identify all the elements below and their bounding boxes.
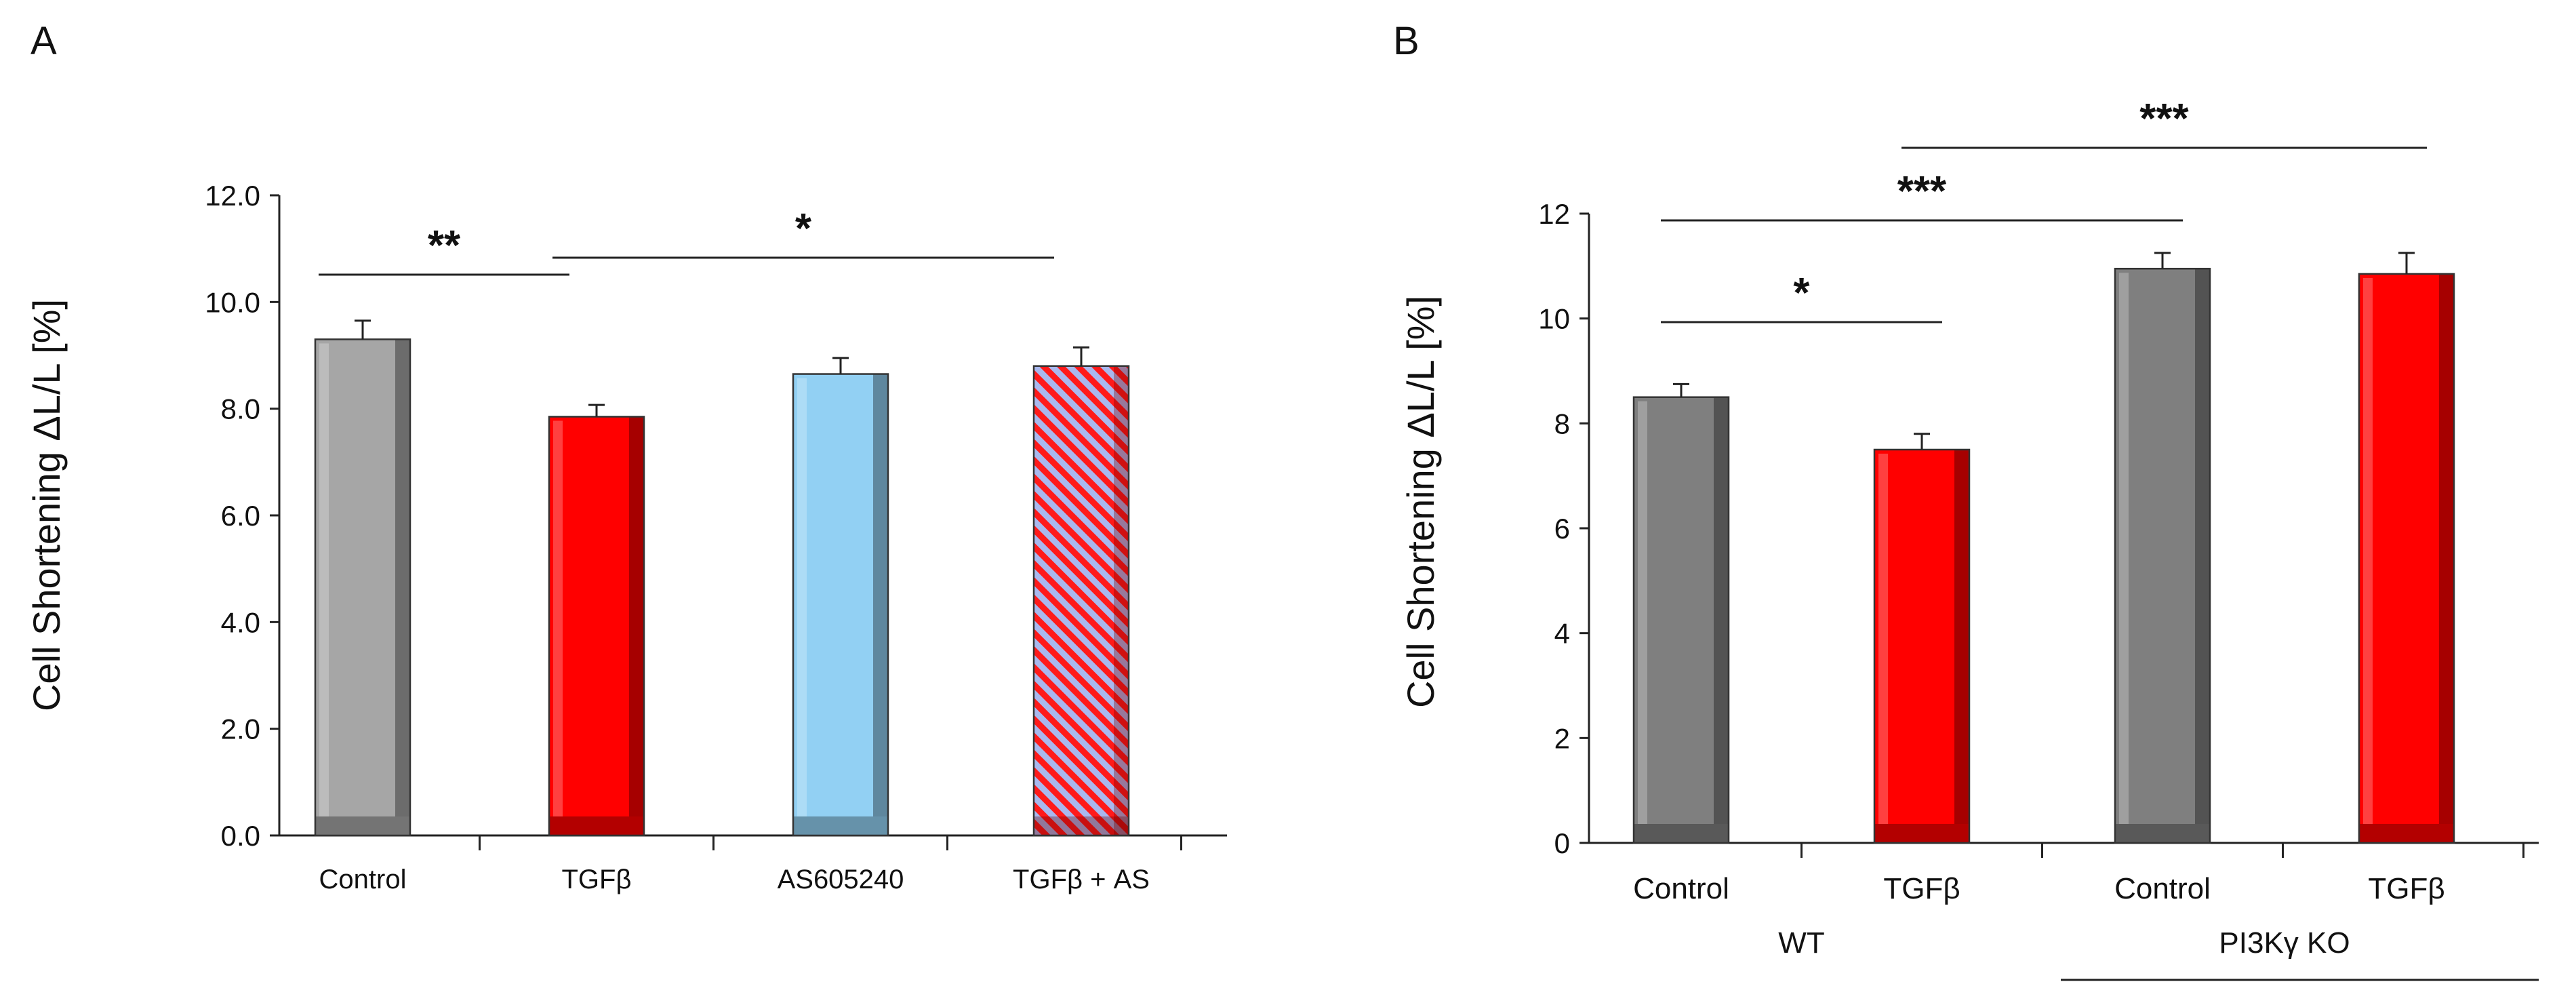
panel-b-y-tick-label: 10 xyxy=(1538,303,1570,335)
panel-a-y-tick-label: 2.0 xyxy=(221,713,260,745)
panel-a-x-label-control: Control xyxy=(319,865,407,894)
panel-b-y-axis-title: Cell Shortening ΔL/L [%] xyxy=(1399,296,1442,708)
panel-b-significance-stars: *** xyxy=(2139,96,2189,142)
panel-b-y-tick-label: 2 xyxy=(1554,722,1570,754)
bar-body xyxy=(2115,269,2210,843)
bar-shade-bottom xyxy=(2359,824,2454,843)
panel-a-axes: 0.0 2.0 4.0 6.0 8.0 10.0 12.0 xyxy=(205,180,1227,852)
bar-highlight-left xyxy=(2119,273,2129,827)
panel-b-x-label-ko-tgfb: TGFβ xyxy=(2368,872,2444,905)
panel-a-y-tick-label: 8.0 xyxy=(221,393,260,425)
panel-a-bar xyxy=(548,403,645,837)
panel-a-bar xyxy=(792,357,889,837)
panel-b-y-tick-label: 6 xyxy=(1554,513,1570,545)
bar-shade-right xyxy=(1954,450,1969,843)
panel-a-chart: Cell Shortening ΔL/L [%] 0.0 2.0 4.0 6.0 8.0… xyxy=(25,180,1227,894)
panel-b-significance: ******* xyxy=(1661,96,2427,323)
bar-shade-right xyxy=(2195,269,2210,843)
bar-highlight-left xyxy=(797,378,807,819)
bar-body xyxy=(793,374,888,835)
bar-highlight-left xyxy=(553,420,563,819)
bar-shade-right xyxy=(873,374,888,835)
bar-body xyxy=(549,416,644,835)
panel-b-x-labels: Control TGFβ Control TGFβ WT PI3Kγ KO xyxy=(1633,872,2539,981)
bar-highlight-left xyxy=(2363,277,2373,827)
panel-label-b: B xyxy=(1393,19,1420,63)
bar-shade-bottom xyxy=(1874,824,1969,843)
panel-a-y-tick-label: 10.0 xyxy=(205,286,260,318)
panel-b-x-label-wt-control: Control xyxy=(1633,872,1729,905)
panel-b-y-tick-label: 8 xyxy=(1554,408,1570,439)
panel-a-x-label-as605240: AS605240 xyxy=(778,865,904,894)
bar-body xyxy=(1034,366,1129,835)
bar-shade-right xyxy=(1714,397,1729,843)
panel-a-y-tick-label: 6.0 xyxy=(221,500,260,532)
bar-highlight-left xyxy=(1638,401,1647,827)
bar-body xyxy=(315,339,410,835)
panel-a-x-labels: Control TGFβ AS605240 TGFβ + AS xyxy=(319,865,1150,894)
bar-shade-bottom xyxy=(1034,816,1129,835)
bar-highlight-left xyxy=(319,343,329,819)
panel-b-significance-stars: *** xyxy=(1897,168,1947,215)
panel-a-significance-stars: * xyxy=(795,205,812,252)
bar-shade-right xyxy=(395,339,410,835)
panel-a-bar xyxy=(314,319,411,837)
bar-shade-bottom xyxy=(1634,824,1729,843)
panel-b-significance-stars: * xyxy=(1793,270,1810,317)
bar-shade-right xyxy=(1114,366,1129,835)
bar-shade-bottom xyxy=(315,816,410,835)
panel-b-bar xyxy=(1873,433,1971,844)
panel-a-x-label-tgfb: TGFβ xyxy=(562,865,632,894)
panel-b-bar xyxy=(2114,252,2211,844)
bar-shade-bottom xyxy=(549,816,644,835)
panel-b-x-label-ko-control: Control xyxy=(2114,872,2211,905)
panel-a-y-tick-label: 4.0 xyxy=(221,606,260,638)
panel-b-group-label-wt: WT xyxy=(1778,926,1824,960)
panel-b-x-label-wt-tgfb: TGFβ xyxy=(1883,872,1960,905)
panel-a-y-axis-title: Cell Shortening ΔL/L [%] xyxy=(25,299,68,711)
panel-a-bar xyxy=(1032,346,1130,837)
bar-shade-right xyxy=(2439,273,2454,843)
panel-a-significance: ** * xyxy=(319,205,1054,276)
panel-b-y-tick-label: 12 xyxy=(1538,198,1570,230)
panel-b-bar xyxy=(1632,382,1730,844)
bar-shade-bottom xyxy=(793,816,888,835)
panel-a-x-label-tgfb-as: TGFβ + AS xyxy=(1013,865,1150,894)
panel-a-significance-stars: ** xyxy=(428,222,461,269)
bar-shade-bottom xyxy=(2115,824,2210,843)
bar-body xyxy=(1634,397,1729,843)
bar-highlight-left xyxy=(1878,454,1888,827)
panel-label-a: A xyxy=(31,19,57,63)
panel-b-bar xyxy=(2358,252,2455,844)
bar-body xyxy=(2359,273,2454,843)
bar-shade-right xyxy=(629,416,644,835)
panel-b-y-tick-label: 0 xyxy=(1554,827,1570,859)
panel-b-bars xyxy=(1632,252,2455,844)
panel-b-group-label-ko: PI3Kγ KO xyxy=(2219,926,2350,960)
panel-a-y-tick-label: 12.0 xyxy=(205,180,260,212)
panel-a-bars xyxy=(314,319,1130,837)
panel-b-y-tick-label: 4 xyxy=(1554,618,1570,650)
bar-body xyxy=(1874,450,1969,843)
panel-a-y-tick-label: 0.0 xyxy=(221,820,260,852)
